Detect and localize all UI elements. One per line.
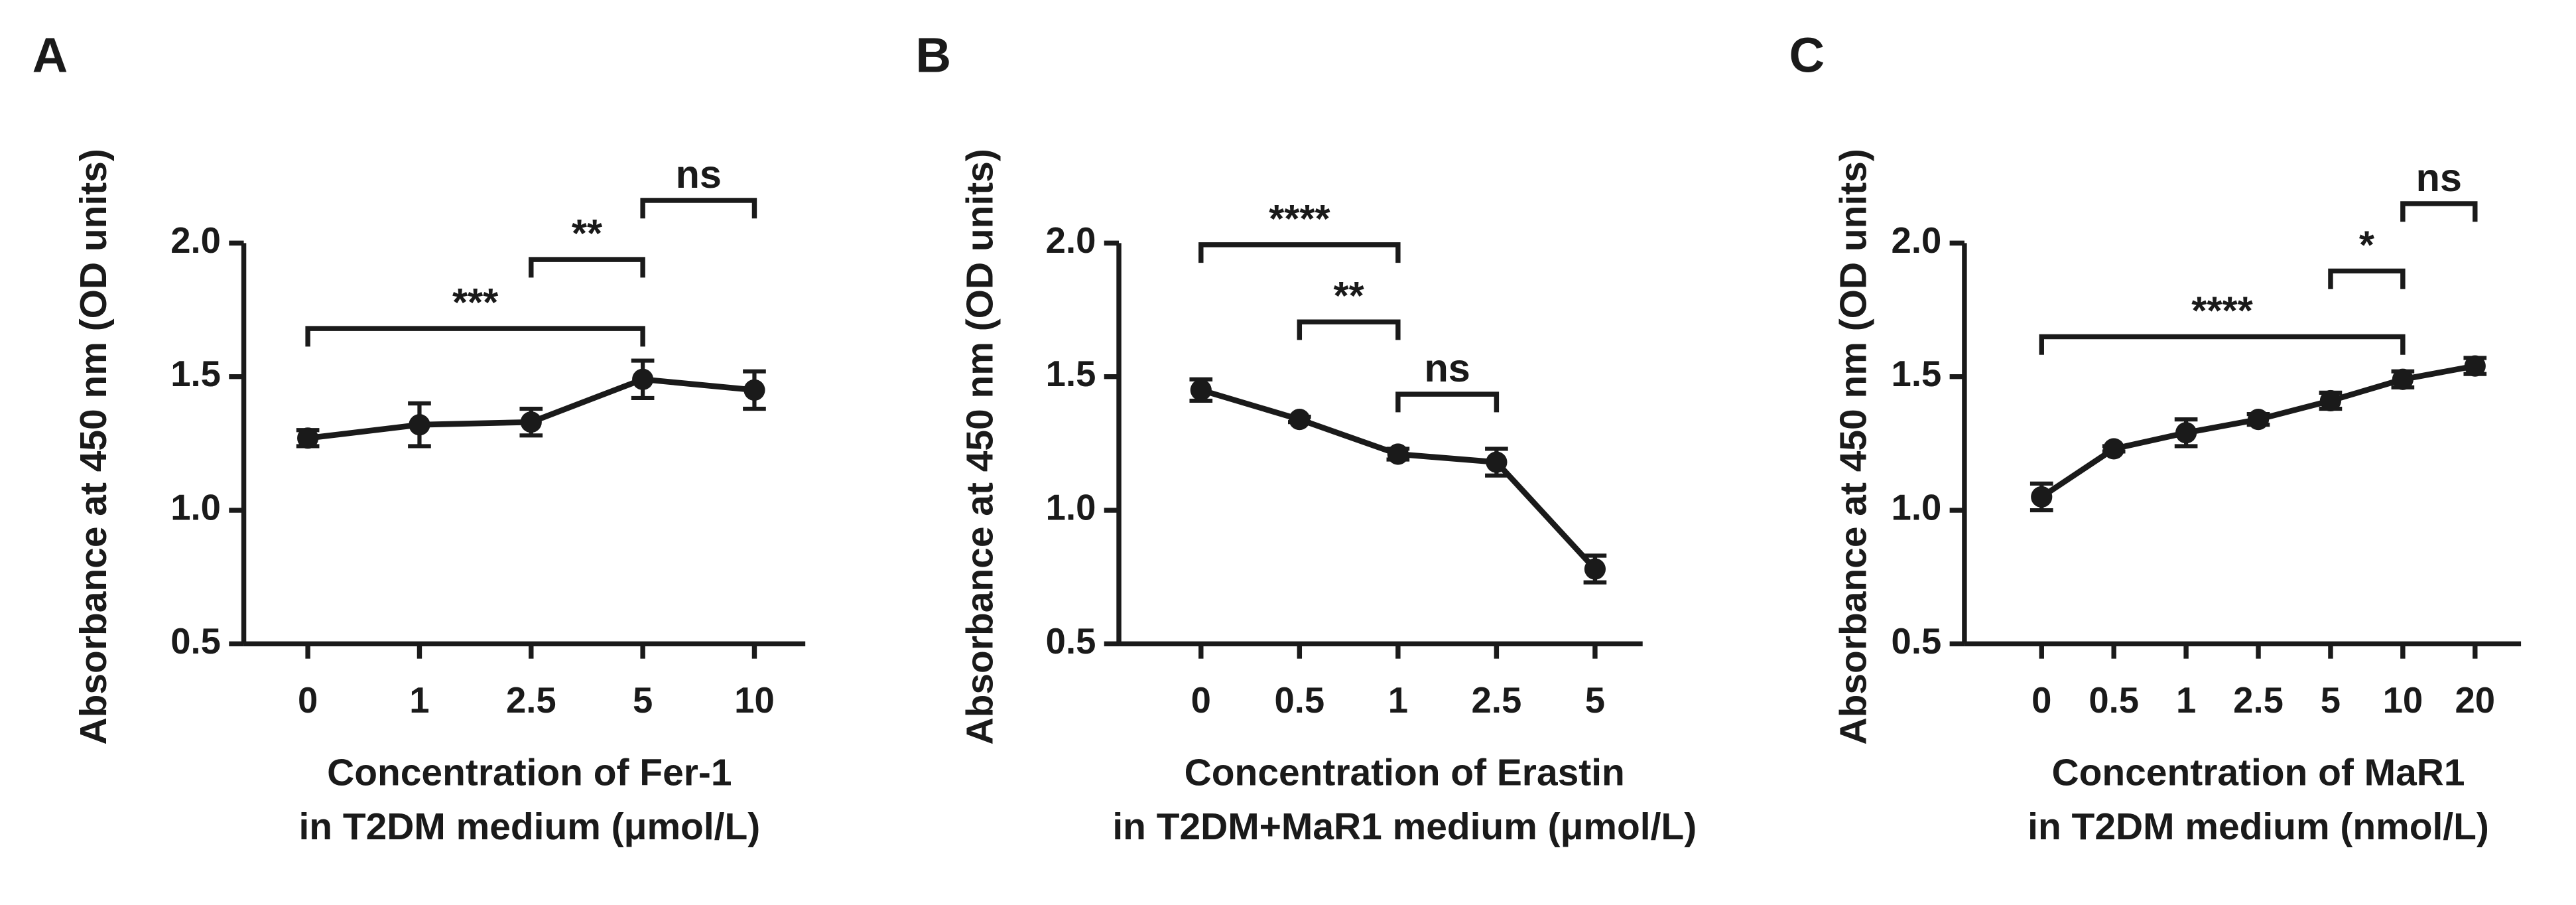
significance-label: * — [2359, 222, 2375, 267]
significance-bracket — [2039, 334, 2406, 355]
significance-label: ns — [676, 152, 722, 196]
x-tick-label: 20 — [2455, 680, 2495, 721]
significance-label: **** — [2191, 289, 2253, 333]
x-tick-label: 2.5 — [2233, 680, 2284, 721]
significance-bracket — [305, 326, 645, 347]
data-point — [2031, 486, 2053, 508]
data-point — [1584, 558, 1606, 580]
x-tick-label: 5 — [633, 680, 653, 721]
significance-bracket — [2400, 201, 2478, 222]
data-point — [2175, 422, 2197, 444]
y-tick-label: 2.0 — [170, 220, 221, 261]
panel-label: B — [915, 28, 951, 83]
x-tick-label: 0.5 — [2089, 680, 2139, 721]
data-point — [2392, 368, 2414, 390]
y-tick-label: 1.0 — [170, 487, 221, 527]
data-point — [2319, 389, 2342, 412]
significance-bracket — [1297, 319, 1401, 340]
x-tick-label: 1 — [2176, 680, 2196, 721]
y-tick-label: 0.5 — [1046, 621, 1096, 661]
data-point — [1289, 409, 1311, 431]
data-point — [520, 411, 542, 433]
y-axis-title: Absorbance at 450 nm (OD units) — [72, 149, 115, 744]
y-tick-label: 1.5 — [170, 354, 221, 394]
data-point — [2247, 409, 2270, 431]
significance-label: **** — [1269, 196, 1330, 241]
y-tick-label: 1.0 — [1892, 487, 1942, 527]
x-tick-label: 2.5 — [1472, 680, 1522, 721]
x-tick-label: 0 — [1191, 680, 1211, 721]
x-tick-label: 5 — [1585, 680, 1605, 721]
data-point — [2103, 438, 2125, 460]
significance-bracket — [1395, 391, 1500, 413]
y-axis-title: Absorbance at 450 nm (OD units) — [1833, 149, 1875, 744]
x-tick-label: 10 — [734, 680, 775, 721]
x-tick-label: 2.5 — [506, 680, 556, 721]
panel-label: A — [32, 28, 68, 83]
significance-label: *** — [452, 280, 499, 324]
significance-bracket — [2328, 268, 2406, 289]
x-axis-title: Concentration of MaR1 — [2052, 751, 2465, 794]
significance-label: ** — [572, 211, 603, 255]
y-tick-label: 0.5 — [1892, 621, 1942, 661]
data-point — [743, 379, 765, 401]
x-axis-title: Concentration of Fer-1 — [327, 751, 732, 794]
x-axis-title: in T2DM+MaR1 medium (μmol/L) — [1112, 805, 1697, 848]
data-point — [2464, 355, 2486, 377]
x-tick-label: 5 — [2321, 680, 2341, 721]
data-point — [409, 414, 430, 436]
significance-label: ns — [1424, 346, 1470, 390]
significance-bracket — [529, 257, 645, 278]
significance-label: ns — [2416, 155, 2462, 200]
x-axis-title: Concentration of Erastin — [1185, 751, 1625, 794]
y-tick-label: 0.5 — [170, 621, 221, 661]
y-axis-title: Absorbance at 450 nm (OD units) — [959, 149, 1001, 744]
y-tick-label: 1.5 — [1046, 354, 1096, 394]
significance-bracket — [640, 198, 757, 219]
data-point — [632, 368, 654, 390]
x-tick-label: 0.5 — [1274, 680, 1324, 721]
y-tick-label: 1.0 — [1046, 487, 1096, 527]
x-tick-label: 10 — [2383, 680, 2423, 721]
x-tick-label: 1 — [409, 680, 429, 721]
data-point — [1387, 443, 1409, 465]
x-tick-label: 1 — [1388, 680, 1408, 721]
x-tick-label: 0 — [298, 680, 318, 721]
y-tick-label: 2.0 — [1046, 220, 1096, 261]
data-point — [1486, 451, 1508, 473]
y-tick-label: 1.5 — [1892, 354, 1942, 394]
x-axis-title: in T2DM medium (μmol/L) — [298, 805, 760, 848]
data-point — [297, 427, 319, 449]
y-tick-label: 2.0 — [1892, 220, 1942, 261]
x-axis-title: in T2DM medium (nmol/L) — [2028, 805, 2489, 848]
significance-label: ** — [1333, 273, 1364, 318]
panel-label: C — [1789, 28, 1825, 83]
data-point — [1190, 379, 1212, 401]
data-line — [1200, 387, 1598, 571]
x-tick-label: 0 — [2031, 680, 2051, 721]
significance-bracket — [1198, 242, 1401, 263]
